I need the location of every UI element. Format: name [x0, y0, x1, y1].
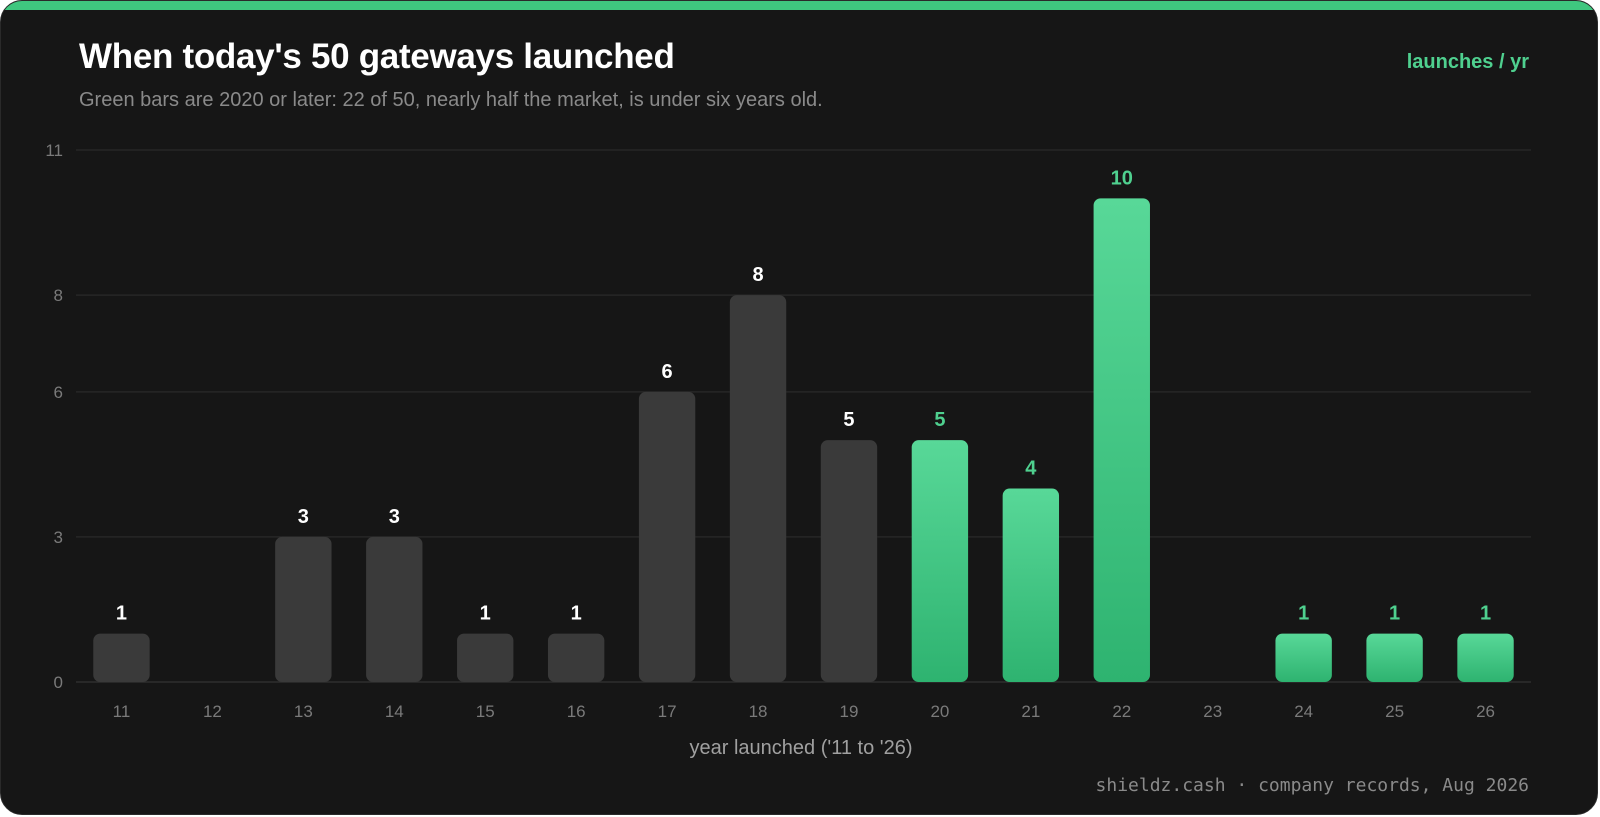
bar-15 [457, 633, 514, 682]
value-label-24: 1 [1298, 603, 1309, 625]
chart-title: When today's 50 gateways launched [79, 37, 675, 76]
bar-25 [1366, 633, 1423, 682]
source-note: shieldz.cash · company records, Aug 2026 [1095, 775, 1529, 796]
y-tick-label: 8 [54, 286, 63, 305]
bar-24 [1275, 633, 1332, 682]
x-tick-label-21: 21 [1021, 702, 1040, 721]
x-tick-label-25: 25 [1385, 702, 1404, 721]
value-label-21: 4 [1025, 458, 1037, 480]
bar-20 [911, 440, 969, 682]
value-label-20: 5 [934, 409, 945, 431]
y-tick-labels: 0 3 6 8 11 [45, 141, 63, 692]
x-tick-labels: 11 12 13 14 15 16 17 18 19 20 21 22 23 24 25 26 [113, 702, 1495, 721]
x-tick-label-24: 24 [1294, 702, 1313, 721]
x-tick-label-19: 19 [840, 702, 859, 721]
bar-17 [638, 391, 696, 682]
unit-label: launches / yr [1406, 51, 1529, 73]
value-label-26: 1 [1480, 603, 1491, 625]
x-tick-label-16: 16 [567, 702, 586, 721]
x-tick-label-23: 23 [1203, 702, 1222, 721]
value-label-18: 8 [752, 264, 763, 286]
accent-top-bar [1, 1, 1597, 10]
value-labels: 1 3 3 1 1 6 8 5 5 4 10 1 1 1 [116, 167, 1491, 624]
bar-16 [547, 633, 605, 682]
value-label-15: 1 [480, 603, 491, 625]
value-label-25: 1 [1389, 603, 1400, 625]
x-tick-label-12: 12 [203, 702, 222, 721]
x-tick-label-22: 22 [1112, 702, 1131, 721]
value-label-19: 5 [843, 409, 854, 431]
bar-13 [275, 536, 332, 682]
y-tick-label: 11 [45, 141, 63, 160]
x-tick-label-18: 18 [749, 702, 768, 721]
bar-21 [1002, 488, 1060, 682]
value-label-22: 10 [1111, 167, 1133, 189]
x-tick-label-20: 20 [930, 702, 949, 721]
x-tick-label-14: 14 [385, 702, 404, 721]
x-tick-label-17: 17 [658, 702, 677, 721]
value-label-17: 6 [662, 361, 673, 383]
y-tick-label: 0 [54, 673, 63, 692]
bar-11 [93, 633, 150, 682]
bar-22 [1093, 198, 1150, 682]
x-tick-label-15: 15 [476, 702, 495, 721]
chart-subtitle: Green bars are 2020 or later: 22 of 50, … [79, 89, 823, 111]
y-tick-label: 6 [54, 383, 63, 402]
value-label-13: 3 [298, 506, 309, 528]
x-tick-label-11: 11 [113, 702, 131, 721]
value-label-14: 3 [389, 506, 400, 528]
bar-19 [820, 440, 878, 682]
bar-26 [1457, 633, 1514, 682]
bar-14 [366, 536, 423, 682]
value-label-11: 1 [116, 603, 127, 625]
x-axis-label: year launched ('11 to '26) [689, 737, 913, 759]
value-label-16: 1 [571, 603, 582, 625]
bars [93, 198, 1514, 682]
x-tick-label-13: 13 [294, 702, 313, 721]
bar-18 [729, 295, 787, 682]
y-tick-label: 3 [54, 528, 63, 547]
x-tick-label-26: 26 [1476, 702, 1495, 721]
